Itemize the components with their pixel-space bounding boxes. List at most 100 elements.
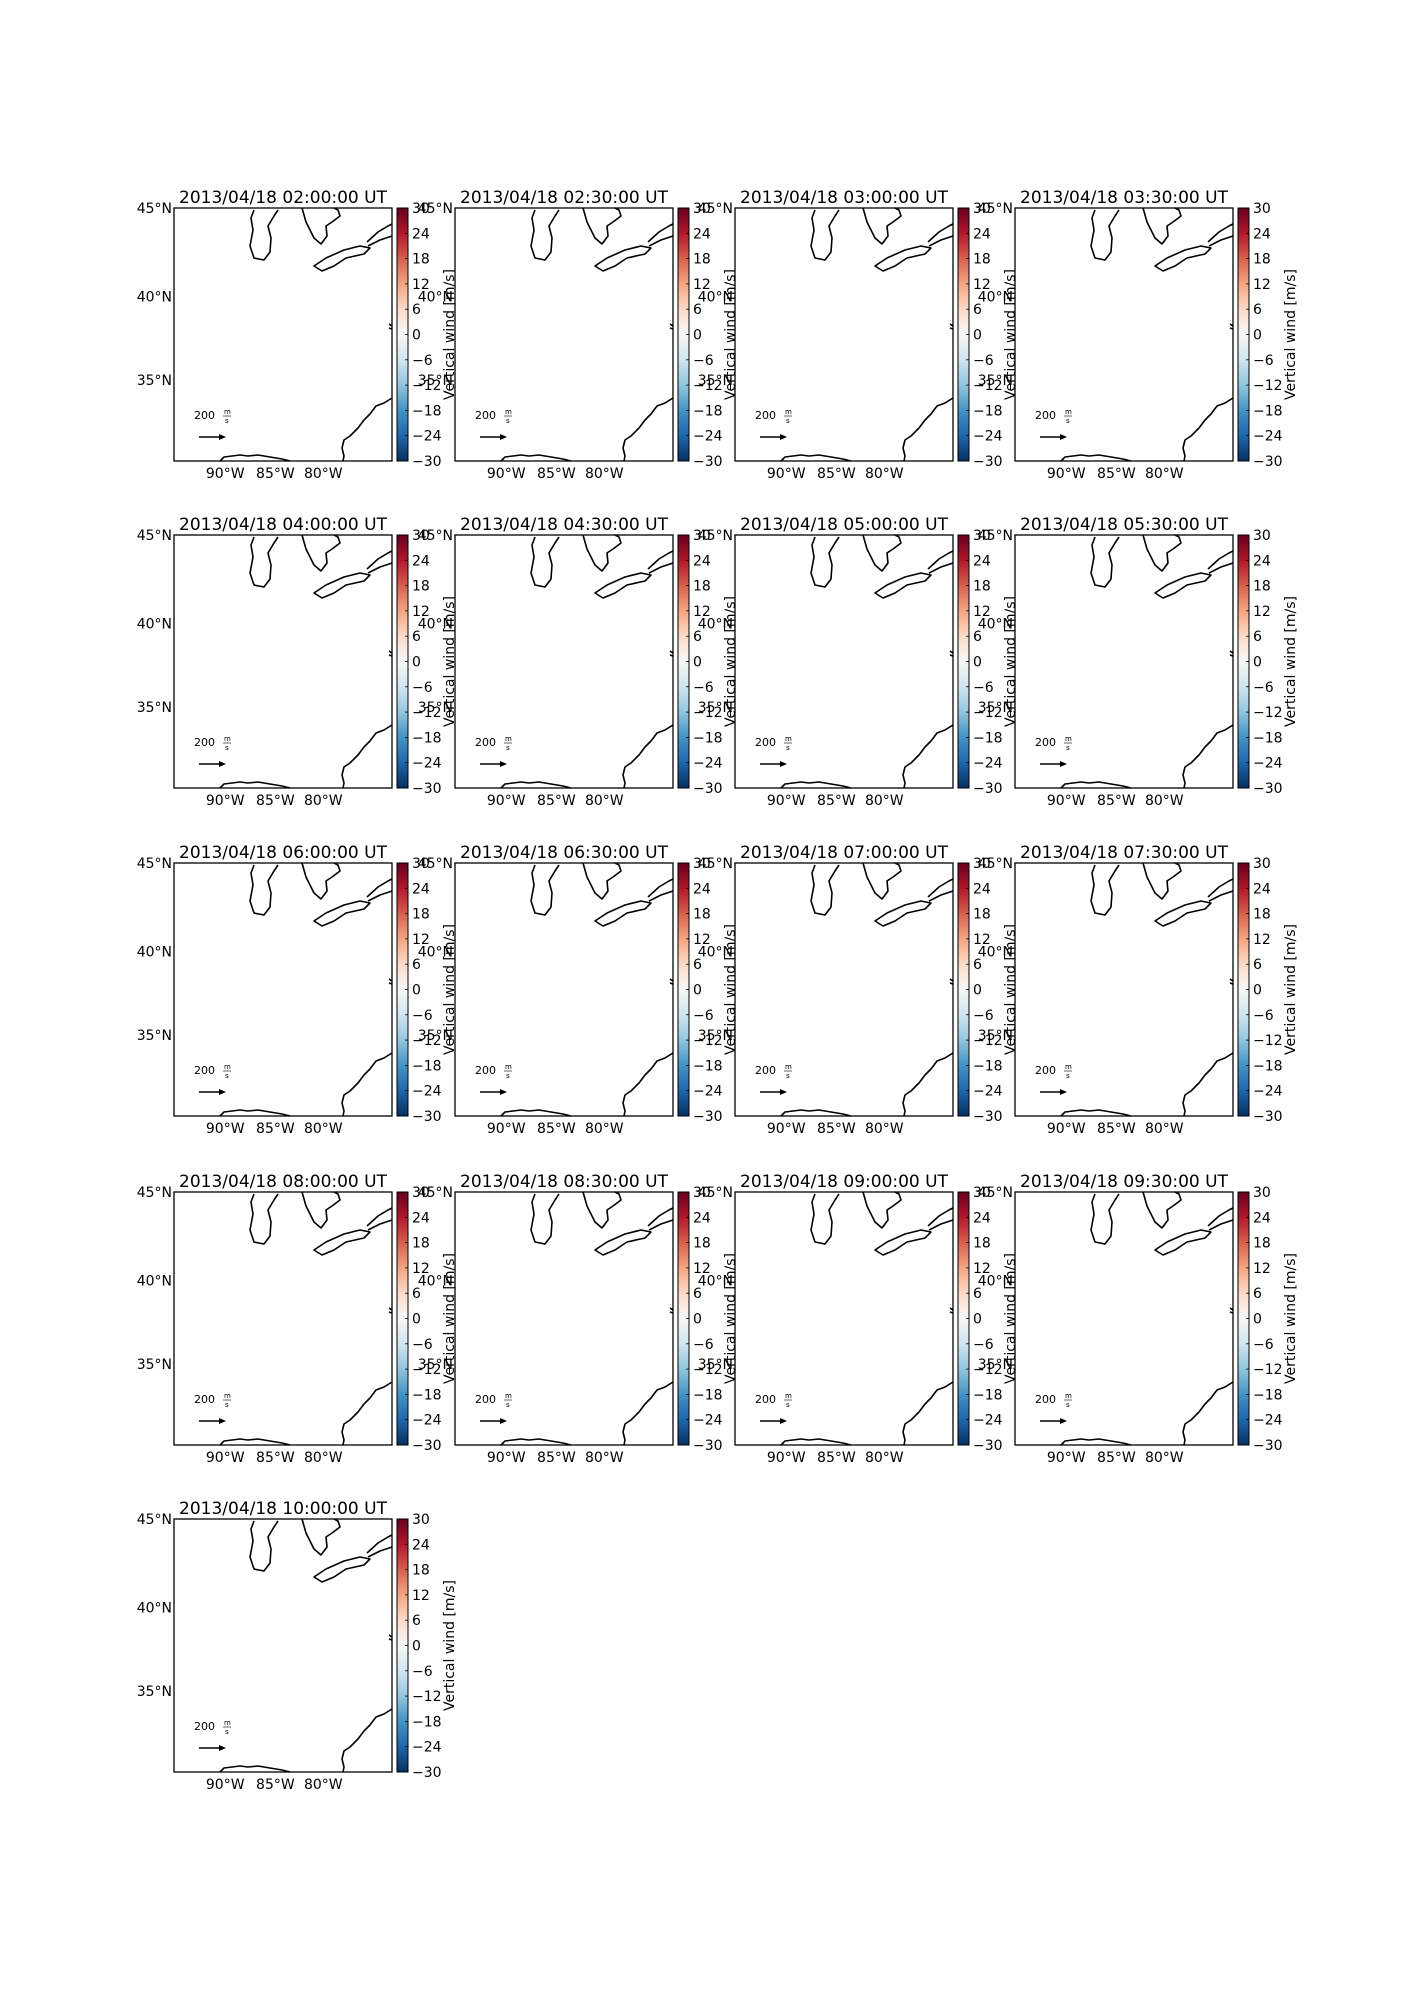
map-frame bbox=[1014, 207, 1234, 462]
lat-tick-label: 40°N bbox=[137, 1274, 172, 1290]
coastline-marks bbox=[1229, 978, 1234, 985]
coastline-east-coast bbox=[1182, 397, 1234, 462]
reference-arrow-label: 200 ms bbox=[1035, 1392, 1072, 1409]
lat-tick-label: 35°N bbox=[418, 1028, 453, 1044]
lat-tick-label: 45°N bbox=[418, 1185, 453, 1201]
reference-arrow-unit-numerator: m bbox=[224, 1063, 231, 1071]
colorbar-tick-label: −6 bbox=[973, 680, 994, 696]
lat-tick-label: 40°N bbox=[137, 290, 172, 306]
colorbar-tick-label: 18 bbox=[973, 579, 991, 595]
colorbar-tick-label: 24 bbox=[973, 226, 991, 242]
lat-tick-label: 35°N bbox=[978, 373, 1013, 389]
coastline-lake-erie bbox=[313, 245, 371, 272]
colorbar-tick-label: 30 bbox=[412, 856, 430, 872]
colorbar-tick-label: −12 bbox=[1253, 378, 1283, 394]
reference-arrow-unit-denominator: s bbox=[786, 744, 790, 752]
colorbar-tick-label: 30 bbox=[693, 528, 711, 544]
colorbar-tick-label: 18 bbox=[693, 1236, 711, 1252]
coastline-lake-erie bbox=[1154, 900, 1212, 927]
lon-tick-label: 85°W bbox=[1097, 1121, 1136, 1137]
coastlines bbox=[219, 862, 393, 1117]
coastline-lake-huron bbox=[582, 1191, 622, 1229]
colorbar-tick-label: 18 bbox=[1253, 579, 1271, 595]
colorbar-tick-label: 6 bbox=[973, 1286, 982, 1302]
colorbar-tick-label: −30 bbox=[412, 454, 442, 470]
colorbar-tick-label: 12 bbox=[693, 277, 711, 293]
coastline-lake-huron bbox=[301, 534, 341, 572]
coastline-marks bbox=[1229, 323, 1234, 330]
coastline-ontario bbox=[366, 1207, 393, 1231]
lat-tick-label: 40°N bbox=[137, 1601, 172, 1617]
map-frame bbox=[454, 534, 674, 789]
reference-arrow-unit-numerator: m bbox=[1065, 1392, 1072, 1400]
coastline-marks bbox=[949, 978, 954, 985]
colorbar-tick-label: −12 bbox=[412, 378, 442, 394]
colorbar-tick-label: 0 bbox=[412, 1312, 421, 1328]
coastline-lake-michigan bbox=[249, 864, 279, 916]
coastline-marks bbox=[949, 650, 954, 657]
lon-tick-label: 90°W bbox=[487, 466, 526, 482]
colorbar-tick-label: 24 bbox=[693, 1210, 711, 1226]
colorbar-tick-label: 18 bbox=[973, 1236, 991, 1252]
colorbar-label: Vertical wind [m/s] bbox=[442, 924, 458, 1055]
lon-tick-label: 80°W bbox=[585, 1121, 624, 1137]
lat-tick-label: 35°N bbox=[137, 1684, 172, 1700]
coastline-ontario bbox=[927, 550, 954, 574]
colorbar-tick-label: −6 bbox=[1253, 353, 1274, 369]
coastline-lake-michigan bbox=[1090, 536, 1120, 588]
lat-tick-label: 45°N bbox=[698, 856, 733, 872]
lon-tick-label: 80°W bbox=[304, 1777, 343, 1793]
colorbar-tick-label: 6 bbox=[1253, 957, 1262, 973]
coastline-east-coast bbox=[341, 1381, 393, 1446]
coastline-lake-erie bbox=[313, 900, 371, 927]
map-frame bbox=[1014, 534, 1234, 789]
lon-tick-label: 90°W bbox=[767, 466, 806, 482]
reference-arrow-unit-denominator: s bbox=[1066, 417, 1070, 425]
colorbar-tick-label: 12 bbox=[412, 604, 430, 620]
colorbar-tick-label: 12 bbox=[412, 1261, 430, 1277]
coastline-lake-huron bbox=[1142, 1191, 1182, 1229]
lon-tick-label: 90°W bbox=[767, 1450, 806, 1466]
coastline-gulf-coast bbox=[500, 1109, 572, 1117]
colorbar-tick-label: −18 bbox=[973, 1058, 1003, 1074]
reference-arrow-unit-numerator: m bbox=[1065, 735, 1072, 743]
lon-tick-label: 80°W bbox=[585, 466, 624, 482]
coastline-lake-erie bbox=[1154, 572, 1212, 599]
coastlines bbox=[1060, 534, 1234, 789]
colorbar-tick-label: −18 bbox=[412, 1058, 442, 1074]
colorbar-tick-label: 0 bbox=[973, 983, 982, 999]
reference-arrow-head bbox=[500, 761, 507, 767]
coastline-lake-michigan bbox=[530, 536, 560, 588]
lon-tick-label: 90°W bbox=[206, 466, 245, 482]
coastline-east-coast bbox=[341, 1052, 393, 1117]
colorbar-tick-label: −6 bbox=[1253, 680, 1274, 696]
coastline-east-coast bbox=[341, 1708, 393, 1773]
colorbar-tick-label: −30 bbox=[1253, 1438, 1283, 1454]
reference-arrow-value: 200 bbox=[475, 1393, 496, 1406]
colorbar-tick-label: −18 bbox=[693, 1058, 723, 1074]
coastline-gulf-coast bbox=[780, 454, 852, 462]
coastline-lake-erie bbox=[313, 1229, 371, 1256]
coastline-marks bbox=[388, 323, 393, 330]
colorbar-tick-label: −12 bbox=[412, 705, 442, 721]
lon-tick-label: 80°W bbox=[304, 793, 343, 809]
reference-arrow-label: 200 ms bbox=[1035, 735, 1072, 752]
colorbar-tick-label: 0 bbox=[412, 983, 421, 999]
coastline-lake-huron bbox=[582, 862, 622, 900]
reference-arrow-head bbox=[1060, 434, 1067, 440]
colorbar-tick-label: 6 bbox=[693, 629, 702, 645]
colorbar-tick-label: 18 bbox=[412, 579, 430, 595]
reference-arrow-value: 200 bbox=[194, 1393, 215, 1406]
colorbar-tick-label: 30 bbox=[693, 1185, 711, 1201]
lat-tick-label: 40°N bbox=[137, 945, 172, 961]
colorbar-tick-label: 30 bbox=[693, 856, 711, 872]
map-panel: 2013/04/18 03:30:00 UT 200 ms 45°N 40°N 35°N 9… bbox=[978, 188, 1299, 482]
coastline-lake-michigan bbox=[249, 209, 279, 261]
coastline-gulf-coast bbox=[219, 1438, 291, 1446]
coastline-ontario bbox=[647, 878, 674, 902]
coastline-lake-erie bbox=[874, 245, 932, 272]
reference-arrow-value: 200 bbox=[475, 409, 496, 422]
coastline-ontario bbox=[366, 223, 393, 247]
lat-tick-label: 40°N bbox=[137, 617, 172, 633]
map-frame bbox=[1014, 862, 1234, 1117]
